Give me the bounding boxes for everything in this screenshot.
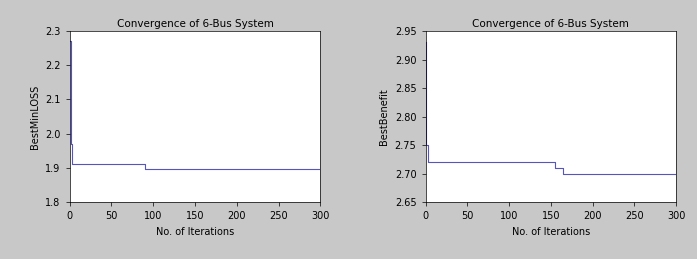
X-axis label: No. of Iterations: No. of Iterations — [156, 227, 234, 237]
Y-axis label: BestMinLOSS: BestMinLOSS — [29, 84, 40, 149]
X-axis label: No. of Iterations: No. of Iterations — [512, 227, 590, 237]
Y-axis label: BestBenefit: BestBenefit — [379, 88, 389, 145]
Title: Convergence of 6-Bus System: Convergence of 6-Bus System — [473, 19, 629, 29]
Title: Convergence of 6-Bus System: Convergence of 6-Bus System — [116, 19, 273, 29]
